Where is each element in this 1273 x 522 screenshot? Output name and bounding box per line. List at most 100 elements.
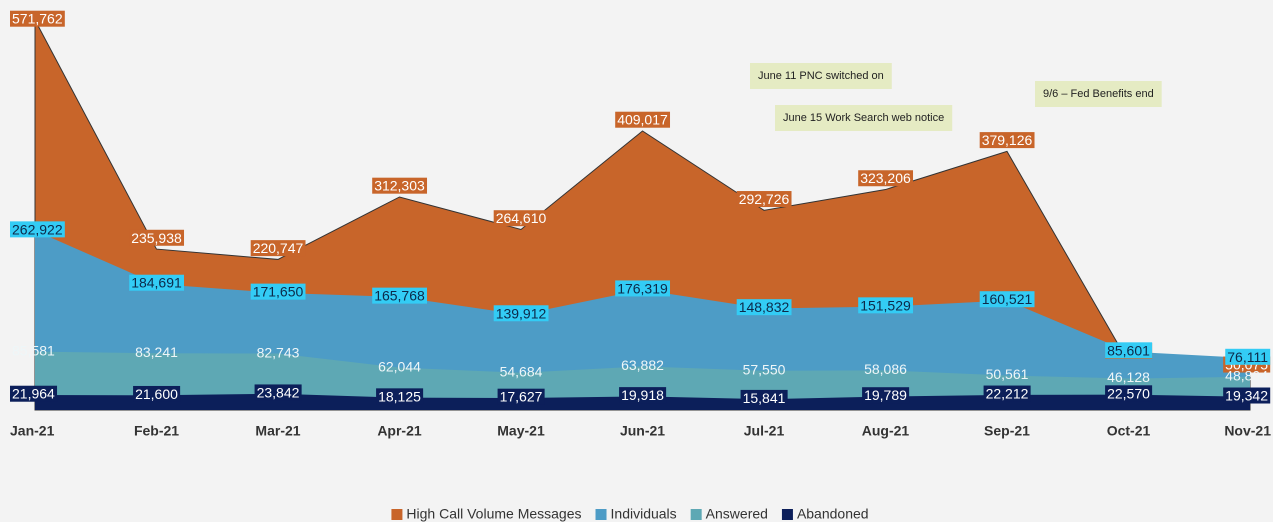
data-label: 62,044 (378, 358, 421, 374)
data-label-bg (133, 385, 181, 402)
data-label: 148,832 (736, 299, 792, 316)
data-label: 17,627 (497, 388, 545, 405)
data-label-text: 19,789 (864, 387, 907, 403)
data-label-text: 54,684 (500, 363, 543, 379)
data-label-text: 184,691 (131, 275, 182, 291)
data-label: 220,747 (250, 240, 306, 257)
data-label-text: 409,017 (617, 112, 668, 128)
data-label: 176,319 (615, 280, 671, 297)
data-label: 82,743 (257, 344, 300, 360)
annotation-box (750, 63, 892, 89)
data-label-text: 82,743 (257, 344, 300, 360)
data-label-bg (619, 387, 667, 404)
data-label-bg (862, 387, 910, 404)
annotation-text: 9/6 – Fed Benefits end (1043, 88, 1154, 100)
data-label-bg (979, 291, 1035, 308)
data-label-text: 19,918 (621, 387, 664, 403)
data-label-bg (250, 283, 306, 300)
data-label: 50,561 (986, 366, 1029, 382)
data-label-bg (254, 384, 302, 401)
data-label-text: 151,529 (860, 297, 911, 313)
data-label: 409,017 (615, 111, 671, 128)
data-label-text: 83,241 (135, 344, 178, 360)
data-label: 85,601 (1105, 342, 1153, 359)
data-label-bg (740, 389, 788, 406)
data-label: 264,610 (493, 210, 549, 227)
annotation: June 11 PNC switched on (750, 63, 892, 89)
x-tick-label: Jun-21 (620, 423, 665, 439)
data-label: 235,938 (129, 229, 185, 246)
data-label: 18,125 (376, 388, 424, 405)
data-label: 46,128 (1107, 369, 1150, 385)
data-label: 151,529 (858, 297, 914, 314)
data-label: 48,804 (1225, 367, 1268, 383)
data-label-text: 85,581 (12, 342, 55, 358)
data-label-bg (250, 240, 306, 257)
data-label: 22,212 (983, 385, 1031, 402)
data-label: 76,111 (1225, 348, 1271, 365)
data-label: 22,570 (1105, 385, 1153, 402)
data-label-bg (372, 177, 428, 194)
data-label-bg (129, 274, 185, 291)
data-label-bg (497, 388, 545, 405)
legend-swatch (690, 509, 702, 520)
x-tick-label: Nov-21 (1224, 423, 1271, 439)
data-label: 184,691 (129, 274, 185, 291)
data-label: 57,550 (743, 361, 786, 377)
x-tick-label: Jan-21 (10, 423, 55, 439)
legend-swatch (391, 509, 403, 520)
data-label-text: 50,561 (986, 366, 1029, 382)
data-label-bg (615, 111, 671, 128)
data-label-text: 312,303 (374, 178, 425, 194)
data-label-bg (736, 191, 792, 208)
annotation-box (775, 105, 953, 131)
data-label-bg (129, 229, 185, 246)
legend-label: Answered (706, 506, 768, 522)
legend-label: High Call Volume Messages (406, 506, 581, 522)
data-label-text: 264,610 (496, 210, 547, 226)
data-label-text: 148,832 (739, 299, 790, 315)
data-label: 23,842 (254, 384, 302, 401)
data-label: 58,086 (864, 361, 907, 377)
data-label-bg (10, 10, 65, 27)
x-tick-label: Sep-21 (984, 423, 1030, 439)
x-tick-label: Feb-21 (134, 423, 179, 439)
data-label-text: 21,964 (12, 386, 55, 402)
data-label-text: 323,206 (860, 170, 911, 186)
data-label-text: 48,804 (1225, 367, 1268, 383)
annotation: 9/6 – Fed Benefits end (1035, 81, 1162, 107)
data-label: 171,650 (250, 283, 306, 300)
data-label-bg (10, 221, 65, 238)
data-label-bg (493, 210, 549, 227)
x-tick-label: Oct-21 (1107, 423, 1151, 439)
x-tick-label: Mar-21 (255, 423, 300, 439)
data-label: 571,762 (10, 10, 65, 27)
data-label-text: 292,726 (739, 191, 790, 207)
data-label-bg (1225, 348, 1271, 365)
data-label-text: 63,882 (621, 357, 664, 373)
data-label: 262,922 (10, 221, 65, 238)
data-label-text: 19,342 (1225, 388, 1268, 404)
legend-swatch (595, 509, 607, 520)
data-label-text: 139,912 (496, 305, 547, 321)
data-label: 323,206 (858, 170, 914, 187)
data-label-bg (493, 305, 549, 322)
data-label-bg (372, 287, 428, 304)
data-label: 19,918 (619, 387, 667, 404)
data-label-text: 165,768 (374, 288, 425, 304)
data-label-text: 171,650 (253, 284, 304, 300)
annotation-text: June 11 PNC switched on (758, 70, 884, 82)
x-tick-label: Apr-21 (377, 423, 422, 439)
x-tick-label: Aug-21 (862, 423, 910, 439)
data-label-bg (1223, 387, 1271, 404)
data-label-text: 17,627 (500, 389, 543, 405)
data-label-text: 22,212 (986, 386, 1029, 402)
data-label: 19,789 (862, 387, 910, 404)
data-label-text: 235,938 (131, 230, 182, 246)
annotation-text: June 15 Work Search web notice (783, 112, 944, 124)
data-label: 379,126 (979, 132, 1035, 149)
data-label-text: 379,126 (982, 132, 1033, 148)
data-label-bg (1105, 342, 1153, 359)
data-label-bg (10, 385, 58, 402)
